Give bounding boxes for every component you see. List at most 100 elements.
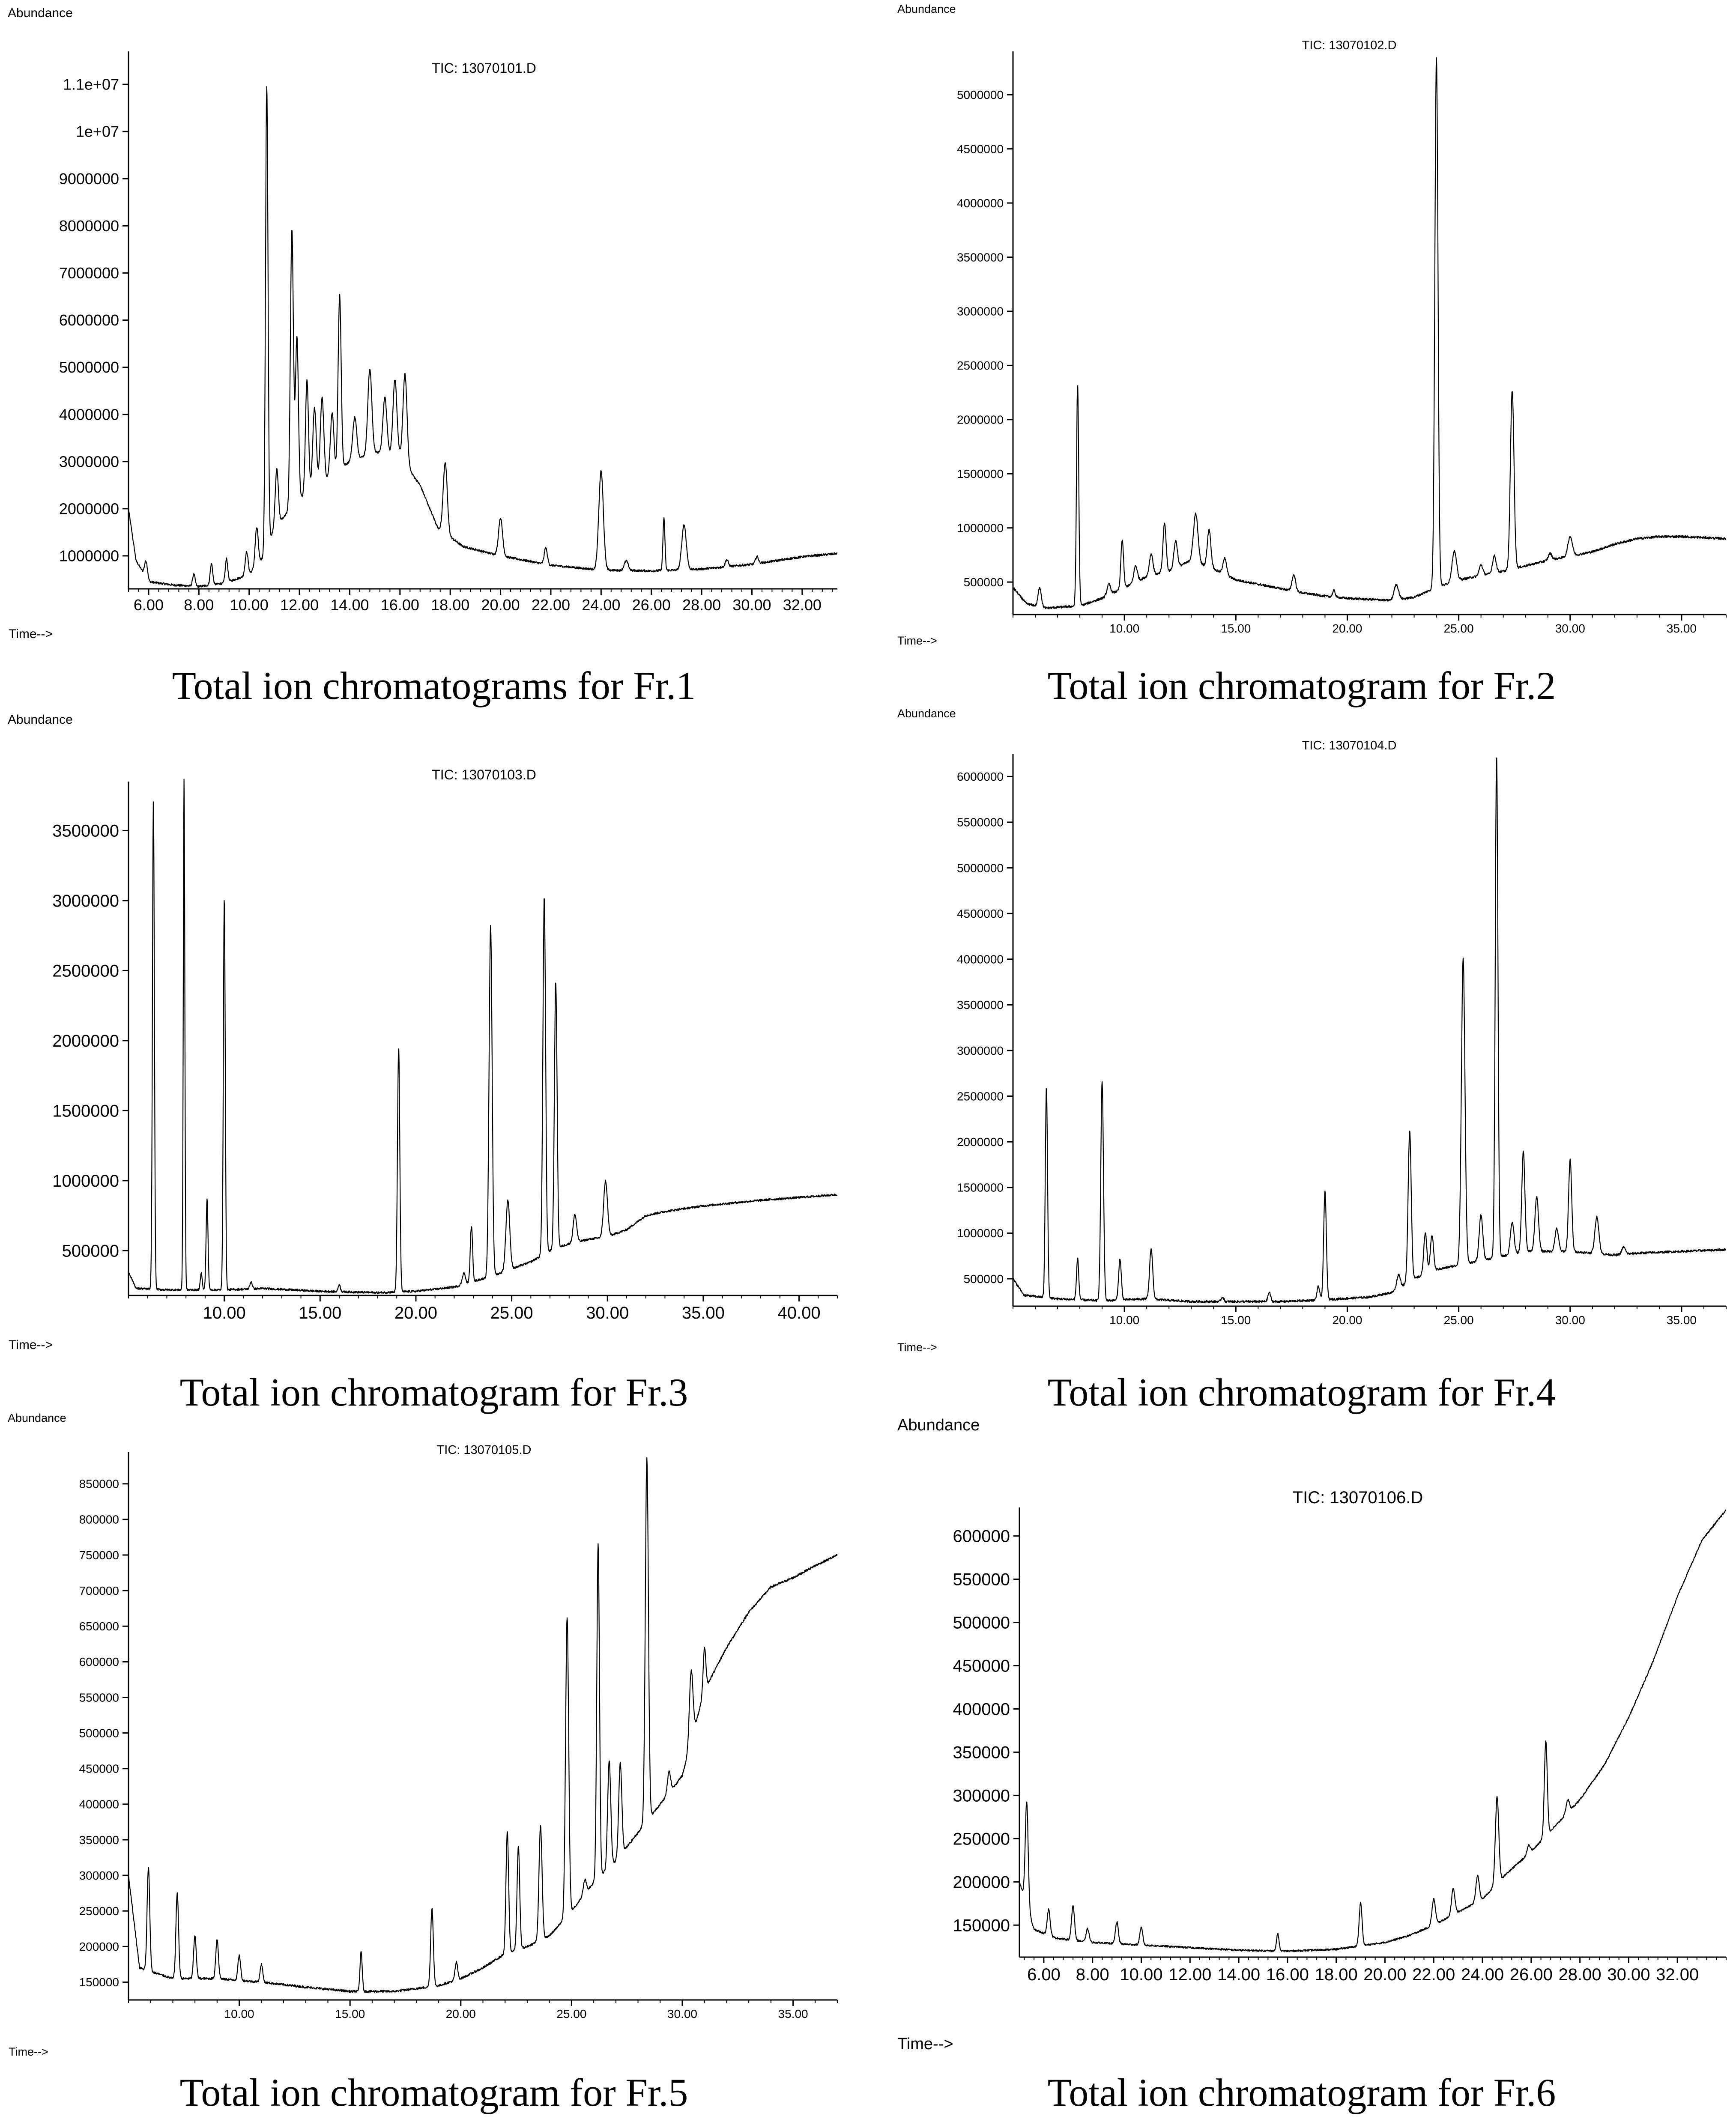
x-tick-label: 30.00	[732, 596, 771, 614]
tic-series-line	[128, 1457, 837, 1993]
y-tick-label: 600000	[953, 1527, 1010, 1546]
x-axis-title: Time-->	[9, 2045, 48, 2058]
y-tick-label: 1000000	[59, 547, 119, 565]
y-axis-title: Abundance	[897, 1416, 980, 1434]
y-tick-label: 7000000	[59, 264, 119, 282]
x-tick-label: 22.00	[1412, 1965, 1455, 1984]
x-axis-title: Time-->	[9, 627, 53, 641]
y-tick-label: 8000000	[59, 217, 119, 235]
y-tick-label: 550000	[953, 1570, 1010, 1589]
tic-series-line	[1013, 757, 1726, 1303]
x-tick-label: 25.00	[490, 1304, 533, 1322]
x-axis-title: Time-->	[897, 634, 937, 647]
y-tick-label: 6000000	[957, 770, 1004, 783]
chart-title: TIC: 13070104.D	[1302, 739, 1397, 752]
x-tick-label: 12.00	[280, 596, 319, 614]
x-tick-label: 30.00	[1555, 622, 1585, 635]
x-tick-label: 10.00	[203, 1304, 246, 1322]
caption-fr1: Total ion chromatograms for Fr.1	[172, 664, 696, 707]
x-tick-label: 28.00	[682, 596, 721, 614]
x-tick-label: 40.00	[777, 1304, 820, 1322]
y-tick-label: 6000000	[59, 311, 119, 329]
x-tick-label: 26.00	[632, 596, 671, 614]
x-tick-label: 35.00	[1667, 622, 1697, 635]
y-tick-label: 750000	[79, 1549, 119, 1562]
y-tick-label: 3000000	[59, 453, 119, 470]
x-tick-label: 15.00	[1221, 1313, 1251, 1327]
tic-series-line	[128, 86, 837, 588]
caption-fr2: Total ion chromatogram for Fr.2	[1047, 664, 1556, 707]
x-tick-label: 20.00	[481, 596, 520, 614]
y-tick-label: 1000000	[957, 521, 1004, 534]
x-tick-label: 28.00	[1559, 1965, 1602, 1984]
x-axis-title: Time-->	[897, 1341, 937, 1354]
x-tick-label: 25.00	[1444, 622, 1474, 635]
x-tick-label: 30.00	[586, 1304, 629, 1322]
y-tick-label: 9000000	[59, 170, 119, 188]
y-tick-label: 1000000	[957, 1227, 1004, 1240]
x-tick-label: 6.00	[1027, 1965, 1061, 1984]
y-tick-label: 1.1e+07	[63, 76, 119, 93]
x-tick-label: 25.00	[556, 2007, 586, 2021]
y-tick-label: 4000000	[957, 953, 1004, 966]
x-axis-title: Time-->	[9, 1338, 53, 1352]
caption-fr5: Total ion chromatogram for Fr.5	[179, 2071, 688, 2114]
x-tick-label: 14.00	[330, 596, 369, 614]
y-tick-label: 2000000	[957, 413, 1004, 427]
y-tick-label: 1000000	[52, 1172, 119, 1191]
x-tick-label: 20.00	[1332, 622, 1362, 635]
x-tick-label: 35.00	[682, 1304, 725, 1322]
y-tick-label: 1500000	[957, 467, 1004, 481]
y-tick-label: 3500000	[957, 251, 1004, 264]
x-tick-label: 15.00	[335, 2007, 365, 2021]
chart-title: TIC: 13070102.D	[1302, 39, 1397, 52]
y-tick-label: 250000	[953, 1830, 1010, 1848]
x-tick-label: 20.00	[446, 2007, 476, 2021]
x-tick-label: 16.00	[381, 596, 419, 614]
x-tick-label: 18.00	[431, 596, 469, 614]
x-tick-label: 10.00	[230, 596, 269, 614]
caption-fr6: Total ion chromatogram for Fr.6	[1047, 2071, 1556, 2114]
y-tick-label: 4500000	[957, 142, 1004, 155]
x-tick-label: 25.00	[1444, 1313, 1474, 1327]
y-tick-label: 700000	[79, 1584, 119, 1597]
x-tick-label: 15.00	[299, 1304, 341, 1322]
x-tick-label: 16.00	[1266, 1965, 1309, 1984]
y-tick-label: 250000	[79, 1904, 119, 1918]
y-tick-label: 300000	[79, 1869, 119, 1882]
tic-series-line	[1019, 1509, 1726, 1952]
x-tick-label: 8.00	[1076, 1965, 1109, 1984]
x-tick-label: 8.00	[184, 596, 214, 614]
y-tick-label: 4000000	[957, 197, 1004, 210]
y-tick-label: 350000	[953, 1743, 1010, 1762]
y-tick-label: 5000000	[59, 358, 119, 376]
y-tick-label: 500000	[79, 1726, 119, 1740]
y-tick-label: 600000	[79, 1655, 119, 1668]
x-tick-label: 15.00	[1221, 622, 1251, 635]
chart-panel-3: 500000 1000000 1500000 2000000 2500000 300000…	[8, 713, 838, 1352]
x-tick-label: 32.00	[783, 596, 822, 614]
tic-series-line	[128, 779, 837, 1294]
chart-panel-4: 500000 1000000 1500000 2000000 2500000 300000…	[897, 707, 1727, 1354]
x-tick-label: 10.00	[224, 2007, 254, 2021]
y-tick-label: 2000000	[957, 1135, 1004, 1149]
y-tick-label: 1e+07	[76, 123, 119, 140]
chart-panel-5: 150000 200000 250000 300000 350000 400000 4500…	[8, 1412, 838, 2058]
y-tick-label: 1500000	[52, 1101, 119, 1120]
y-axis-title: Abundance	[8, 6, 73, 20]
chart-panel-1: 1000000 2000000 3000000 4000000 5000000 60000…	[8, 6, 837, 641]
x-tick-label: 20.00	[394, 1304, 437, 1322]
y-tick-label: 3000000	[52, 892, 119, 910]
y-tick-label: 1500000	[957, 1181, 1004, 1194]
y-tick-label: 500000	[964, 576, 1004, 589]
y-tick-label: 3500000	[52, 821, 119, 840]
y-tick-label: 2500000	[957, 359, 1004, 372]
chart-title: TIC: 13070105.D	[437, 1443, 532, 1457]
chart-panel-2: 500000 1000000 1500000 2000000 2500000 300000…	[897, 3, 1727, 647]
y-tick-label: 3000000	[957, 1044, 1004, 1057]
y-tick-label: 450000	[953, 1657, 1010, 1676]
chart-title: TIC: 13070103.D	[432, 767, 536, 782]
y-tick-label: 850000	[79, 1477, 119, 1491]
y-tick-label: 500000	[62, 1242, 119, 1260]
